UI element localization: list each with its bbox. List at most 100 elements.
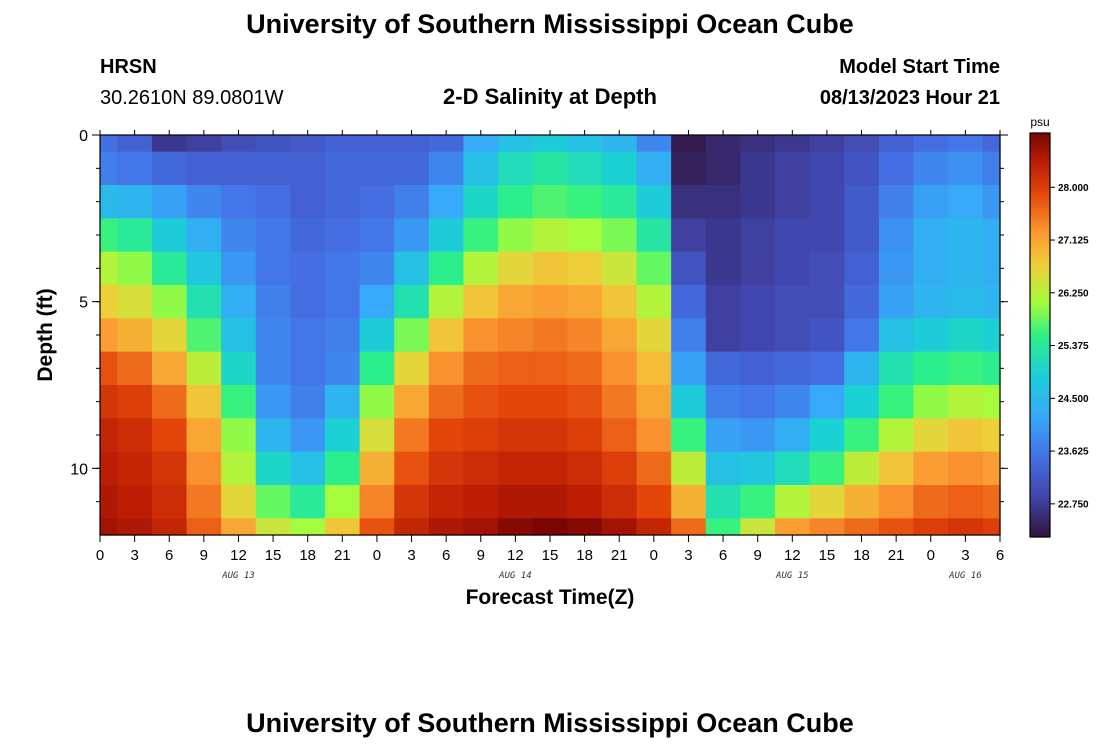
heatmap-cell [705,218,741,253]
heatmap-cell [100,218,118,253]
heatmap-cell [255,151,291,186]
heatmap-cell [100,185,118,219]
heatmap-cell [948,385,984,419]
heatmap-cell [463,485,499,519]
heatmap-cell [532,318,568,353]
x-tick-label: 15 [819,547,836,564]
heatmap-cell [636,285,672,319]
heatmap-cell [117,385,153,419]
heatmap-cell [290,135,326,153]
heatmap-cell [913,218,949,253]
heatmap-cell [221,318,257,353]
heatmap-cell [775,451,811,486]
heatmap-cell [601,185,638,219]
heatmap-cell [498,418,534,453]
heatmap-cell [151,418,188,453]
heatmap-cell [394,151,430,186]
heatmap-cell [809,418,845,453]
heatmap-cell [809,151,845,186]
heatmap-cell [498,151,534,186]
x-tick-label: 21 [611,547,628,564]
heatmap-cell [186,385,222,419]
heatmap-cell [428,185,465,219]
heatmap-cell [878,251,915,286]
heatmap-cell [809,385,845,419]
heatmap-cell [878,285,915,319]
heatmap-cell [982,218,1001,253]
heatmap-cell [844,418,880,453]
heatmap-cell [948,351,984,386]
heatmap-cell [601,218,638,253]
date-label: AUG 14 [498,571,532,581]
heatmap-cell [325,518,361,536]
heatmap-cell [221,385,257,419]
heatmap-cell [740,485,776,519]
heatmap-cell [705,351,741,386]
heatmap-cell [601,151,638,186]
heatmap-cell [498,135,534,153]
heatmap-cell [532,135,568,153]
heatmap-cell [878,485,915,519]
heatmap-cell [463,285,499,319]
heatmap-cell [844,218,880,253]
x-tick-label: 18 [853,547,870,564]
heatmap-cell [878,385,915,419]
heatmap-cell [705,418,741,453]
heatmap-cell [878,135,915,153]
heatmap-cell [982,185,1001,219]
heatmap-cell [100,351,118,386]
heatmap-cell [775,318,811,353]
heatmap-cell [844,251,880,286]
heatmap-cell [290,318,326,353]
heatmap-cell [705,185,741,219]
heatmap-cell [359,518,395,536]
heatmap-cell [359,351,395,386]
heatmap-cell [325,485,361,519]
colorbar-units: psu [1030,115,1049,129]
heatmap-cell [255,218,291,253]
heatmap-cell [775,151,811,186]
heatmap-cell [325,218,361,253]
heatmap-cell [463,318,499,353]
heatmap-cell [394,385,430,419]
heatmap-cell [844,485,880,519]
heatmap-cell [982,318,1001,353]
heatmap-cell [567,251,603,286]
heatmap-cell [151,251,188,286]
heatmap-cell [948,418,984,453]
heatmap-cell [117,418,153,453]
heatmap-cell [221,351,257,386]
heatmap-cell [325,385,361,419]
heatmap-cell [428,518,465,536]
heatmap-cell [255,285,291,319]
heatmap-cell [775,518,811,536]
heatmap-cell [100,385,118,419]
heatmap-cell [221,251,257,286]
heatmap-cell [325,285,361,319]
heatmap-cell [463,418,499,453]
x-tick-label: 6 [442,547,450,564]
heatmap-cell [394,285,430,319]
x-axis-label: Forecast Time(Z) [466,586,635,609]
heatmap-cell [809,351,845,386]
heatmap-cell [809,285,845,319]
heatmap-cell [186,285,222,319]
heatmap-cell [463,451,499,486]
heatmap-cell [428,485,465,519]
x-tick-label: 18 [299,547,316,564]
x-tick-label: 12 [230,547,247,564]
heatmap-cell [463,185,499,219]
heatmap-cell [705,518,741,536]
heatmap-cell [290,451,326,486]
heatmap-cell [601,135,638,153]
heatmap-cell [428,385,465,419]
heatmap-cell [775,485,811,519]
heatmap-cell [809,485,845,519]
heatmap-cell [601,351,638,386]
heatmap-cell [117,218,153,253]
heatmap-cell [878,351,915,386]
heatmap-cell [601,485,638,519]
heatmap-cell [567,151,603,186]
heatmap-cell [671,218,707,253]
heatmap-cell [255,418,291,453]
